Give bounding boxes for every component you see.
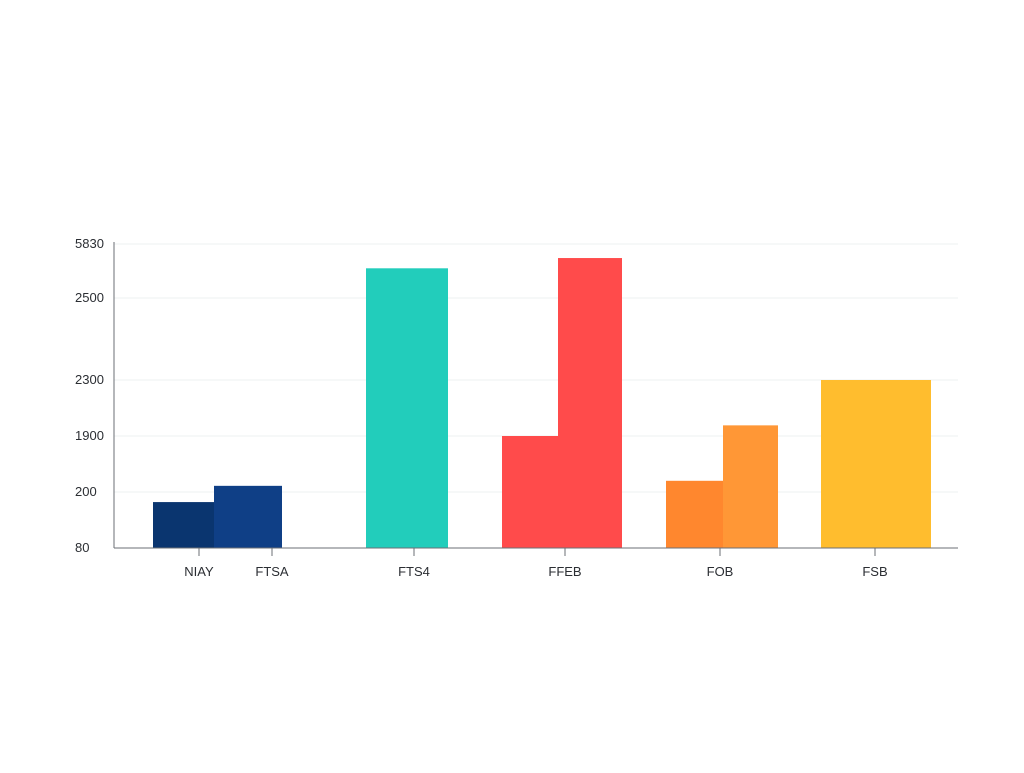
x-tick-label: FOB [707, 564, 734, 579]
x-tick-label: NIAY [184, 564, 214, 579]
y-tick-labels: 80 200 1900 2300 2500 5830 [75, 236, 104, 555]
y-tick-label: 1900 [75, 428, 104, 443]
bar [558, 258, 622, 548]
bars [153, 258, 931, 548]
x-tick-label: FSB [862, 564, 887, 579]
x-tick-labels: NIAY FTSA FTS4 FFEB FOB FSB [184, 548, 888, 579]
x-tick-label: FTS4 [398, 564, 430, 579]
bar [821, 380, 931, 548]
bar [723, 425, 778, 548]
y-tick-label: 2500 [75, 290, 104, 305]
bar [153, 502, 215, 548]
bar [214, 485, 282, 548]
bar [502, 436, 559, 548]
y-tick-label: 80 [75, 540, 89, 555]
bar [366, 268, 448, 548]
axes [113, 242, 958, 549]
bar [666, 480, 723, 548]
x-tick-label: FTSA [255, 564, 289, 579]
x-tick-label: FFEB [548, 564, 581, 579]
y-tick-label: 2300 [75, 372, 104, 387]
grid-lines [114, 243, 958, 493]
y-tick-label: 200 [75, 484, 97, 499]
y-tick-label: 5830 [75, 236, 104, 251]
